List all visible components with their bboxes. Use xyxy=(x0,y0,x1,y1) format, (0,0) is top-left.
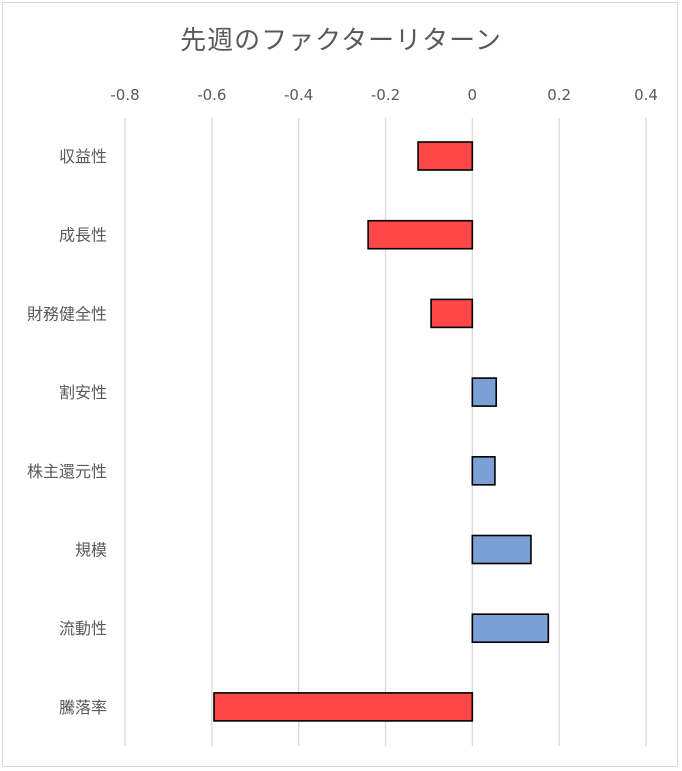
bar-2 xyxy=(430,298,474,329)
x-tick-label: 0 xyxy=(468,86,478,104)
chart-title: 先週のファクターリターン xyxy=(180,26,502,56)
bars xyxy=(213,141,550,722)
category-label: 財務健全性 xyxy=(27,304,107,323)
bar-6 xyxy=(471,613,550,644)
bar-3 xyxy=(471,377,498,407)
x-tick-label: 0.2 xyxy=(547,86,571,104)
category-label: 株主還元性 xyxy=(27,462,107,481)
bar-0 xyxy=(417,141,474,171)
category-label: 割安性 xyxy=(59,383,107,402)
bar-5 xyxy=(471,534,532,565)
category-label: 規模 xyxy=(75,541,107,560)
x-tick-label: -0.8 xyxy=(110,86,139,104)
bar-1 xyxy=(367,219,474,250)
x-axis-tick-labels: -0.8 -0.6 -0.4 -0.2 0 0.2 0.4 xyxy=(110,86,658,104)
gridlines xyxy=(124,118,647,746)
category-label: 流動性 xyxy=(59,619,107,638)
x-tick-label: -0.2 xyxy=(371,86,400,104)
bar-4 xyxy=(471,455,496,486)
category-label: 騰落率 xyxy=(59,698,107,717)
category-label: 収益性 xyxy=(59,147,107,166)
category-label: 成長性 xyxy=(59,226,107,245)
x-tick-label: 0.4 xyxy=(634,86,658,104)
x-tick-label: -0.6 xyxy=(197,86,226,104)
x-tick-label: -0.4 xyxy=(284,86,313,104)
bar-7 xyxy=(213,692,474,722)
